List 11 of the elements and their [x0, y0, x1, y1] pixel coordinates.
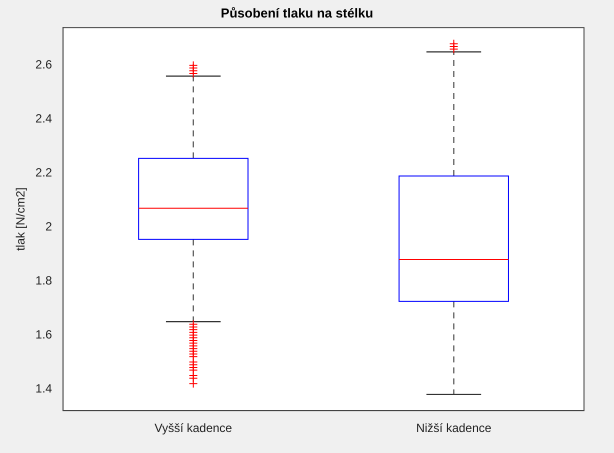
- y-axis-title: tlak [N/cm2]: [14, 187, 28, 251]
- y-tick-label: 1.4: [35, 381, 52, 396]
- chart-title: Působení tlaku na stélku: [220, 5, 374, 20]
- y-tick-label: 2.6: [35, 58, 52, 72]
- y-tick-label: 1.8: [35, 273, 52, 288]
- x-tick-label: Nižší kadence: [416, 421, 492, 436]
- y-tick-label: 2.4: [35, 112, 52, 126]
- y-tick-label: 1.6: [35, 327, 52, 342]
- y-tick-label: 2.2: [35, 166, 52, 180]
- x-tick-label: Vyšší kadence: [154, 421, 232, 436]
- y-tick-label: 2: [45, 220, 52, 234]
